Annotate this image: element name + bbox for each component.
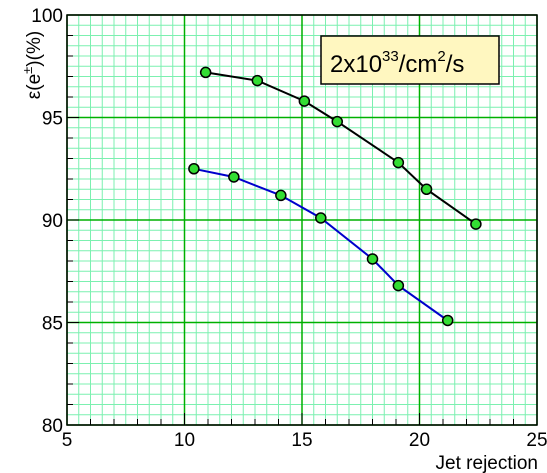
series-2-point (315, 212, 327, 224)
series-2-point (441, 314, 454, 327)
legend-exp1: 33 (382, 48, 399, 65)
y-axis-label-sup: ± (20, 67, 35, 74)
series-1-point (392, 156, 405, 169)
legend-tail: /s (446, 51, 465, 78)
x-tick-label: 15 (291, 430, 312, 451)
y-tick-label: 95 (42, 109, 63, 130)
x-tick-label: 5 (62, 430, 73, 451)
legend-base: 2x10 (330, 51, 382, 78)
y-tick-label: 100 (31, 6, 63, 27)
y-tick-label: 80 (42, 416, 63, 437)
series-2-point (228, 171, 240, 183)
series-layer (188, 66, 482, 327)
series-1-point (199, 66, 212, 79)
series-2-point (366, 253, 379, 265)
y-axis-label: ε(e±)(%) (20, 31, 45, 99)
series-2-point (275, 189, 287, 202)
series-2-point (392, 279, 405, 292)
series-1-point (470, 218, 482, 230)
y-tick-label: 90 (42, 211, 63, 232)
y-axis-label-unit: )(%) (24, 31, 45, 67)
legend-mid: /cm (399, 51, 438, 78)
legend-exp2: 2 (437, 48, 445, 65)
series-2-point (188, 163, 200, 175)
x-tick-label: 20 (409, 430, 430, 451)
series-1-point (251, 74, 264, 87)
x-tick-label: 25 (526, 430, 547, 451)
x-tick-label: 10 (174, 430, 195, 451)
series-1-point (298, 95, 311, 107)
x-axis-label: Jet rejection (436, 453, 538, 473)
axis-ticks: 5 10 15 20 25 80 85 90 95 100 (31, 6, 547, 451)
y-tick-label: 85 (42, 314, 63, 335)
legend-box: 2x1033/cm2/s (320, 35, 500, 85)
series-1-point (420, 183, 433, 195)
legend-text: 2x1033/cm2/s (330, 48, 464, 78)
series-1-point (331, 115, 343, 128)
